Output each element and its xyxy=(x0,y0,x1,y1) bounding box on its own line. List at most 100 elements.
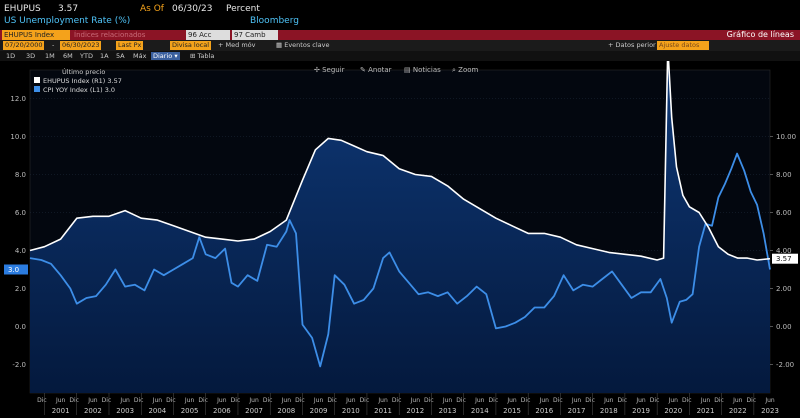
x-month-label: Dic xyxy=(553,397,563,404)
x-year-label: 2013 xyxy=(439,407,457,415)
x-month-label: Jun xyxy=(506,397,517,404)
news-button[interactable]: ▤ Noticias xyxy=(404,66,441,74)
x-year-label: 2012 xyxy=(406,407,424,415)
x-month-label: Jun xyxy=(281,397,292,404)
right-value-badge: 3.57 xyxy=(772,253,798,264)
x-year-label: 2014 xyxy=(471,407,489,415)
security-field[interactable]: EHUPUS Index xyxy=(2,30,70,40)
x-year-label: 2018 xyxy=(600,407,618,415)
x-month-label: Jun xyxy=(184,397,195,404)
annotate-button[interactable]: ✎ Anotar xyxy=(360,66,392,74)
ehupus-line xyxy=(29,61,771,261)
x-year-label: 2005 xyxy=(181,407,199,415)
legend-item-cpi[interactable]: CPI YOY Index (L1) 3.0 xyxy=(43,86,115,94)
x-year-label: 2009 xyxy=(310,407,328,415)
series-layer xyxy=(29,61,771,393)
currency-field[interactable]: Divisa local xyxy=(170,41,212,50)
x-year-label: 2017 xyxy=(568,407,586,415)
data-source: Bloomberg xyxy=(250,16,299,26)
x-year-label: 2021 xyxy=(697,407,715,415)
period-ytd[interactable]: YTD xyxy=(80,52,93,60)
x-month-label: Dic xyxy=(231,397,241,404)
key-events-toggle[interactable]: ▦ Eventos clave xyxy=(276,41,330,49)
x-year-label: 2011 xyxy=(374,407,392,415)
table-icon: ⊞ xyxy=(190,52,198,60)
period-1d[interactable]: 1D xyxy=(6,52,16,60)
right-tick-label: 2.00 xyxy=(776,285,792,293)
x-year-label: 2001 xyxy=(52,407,70,415)
x-month-label: Dic xyxy=(714,397,724,404)
left-tick-label: 4.0 xyxy=(15,247,26,255)
x-month-label: Jun xyxy=(668,397,679,404)
left-tick-label: 8.0 xyxy=(15,171,26,179)
svg-text:3.57: 3.57 xyxy=(776,255,792,263)
legend-item-ehupus[interactable]: EHUPUS Index (R1) 3.57 xyxy=(43,77,122,85)
left-tick-label: 6.0 xyxy=(15,209,26,217)
x-month-label: Dic xyxy=(682,397,692,404)
x-month-label: Jun xyxy=(345,397,356,404)
period-1a[interactable]: 1A xyxy=(100,52,109,60)
period-6m[interactable]: 6M xyxy=(63,52,73,60)
right-tick-label: -2.00 xyxy=(776,361,794,369)
period-5a[interactable]: 5A xyxy=(116,52,125,60)
x-month-label: Dic xyxy=(747,397,757,404)
x-month-label: Jun xyxy=(539,397,550,404)
legend-swatch-cpi xyxy=(34,86,40,92)
x-month-label: Dic xyxy=(618,397,628,404)
x-month-label: Jun xyxy=(700,397,711,404)
x-month-label: Dic xyxy=(134,397,144,404)
x-month-label: Dic xyxy=(263,397,273,404)
zoom-button[interactable]: ⌕ Zoom xyxy=(452,66,479,74)
x-year-label: 2010 xyxy=(342,407,360,415)
x-year-label: 2004 xyxy=(148,407,166,415)
x-year-label: 2007 xyxy=(245,407,263,415)
data-period-label[interactable]: + Datos perior xyxy=(608,41,656,49)
left-tick-label: -2.0 xyxy=(12,361,26,369)
chevron-down-icon: ▾ xyxy=(174,52,178,60)
data-adjust-field[interactable]: Ajuste datos xyxy=(657,41,709,50)
left-value-badge: 3.0 xyxy=(4,264,28,275)
legend-title: Último precio xyxy=(62,67,105,76)
x-year-label: 2008 xyxy=(277,407,295,415)
x-month-label: Dic xyxy=(166,397,176,404)
x-month-label: Jun xyxy=(474,397,485,404)
ticker-label: EHUPUS xyxy=(4,4,41,14)
follow-button[interactable]: ✢ Seguir xyxy=(314,66,345,74)
moving-average-toggle[interactable]: + Med móv xyxy=(218,41,256,49)
command-bar: EHUPUS Index Índices relacionados 96 Acc… xyxy=(0,30,800,40)
x-month-label: Dic xyxy=(456,397,466,404)
asof-date[interactable]: 06/30/23 xyxy=(172,4,213,14)
x-year-label: 2002 xyxy=(84,407,102,415)
period-3d[interactable]: 3D xyxy=(26,52,36,60)
change-button[interactable]: 97 Camb xyxy=(232,30,278,40)
x-year-label: 2019 xyxy=(632,407,650,415)
x-year-label: 2022 xyxy=(729,407,747,415)
right-tick-label: 8.00 xyxy=(776,171,792,179)
price-field[interactable]: Last Px xyxy=(116,41,144,50)
last-price: 3.57 xyxy=(58,4,79,14)
x-month-label: Jun xyxy=(410,397,421,404)
date-separator: - xyxy=(52,41,55,49)
period-1m[interactable]: 1M xyxy=(45,52,55,60)
x-month-label: Jun xyxy=(55,397,66,404)
plus-icon: + xyxy=(608,41,616,49)
price-chart[interactable]: 12.0 10.0 8.0 6.0 4.0 2.0 0.0 -2.0 10.00 8.00 6.0… xyxy=(0,61,800,418)
legend: Último precio EHUPUS Index (R1) 3.57 CPI… xyxy=(34,67,122,94)
related-indices-field[interactable]: Índices relacionados xyxy=(74,31,146,39)
x-month-label: Dic xyxy=(295,397,305,404)
events-icon: ▦ xyxy=(276,41,285,49)
x-year-label: 2015 xyxy=(503,407,521,415)
x-month-label: Jun xyxy=(732,397,743,404)
x-year-label: 2023 xyxy=(761,407,779,415)
frequency-dropdown[interactable]: Diario ▾ xyxy=(151,52,180,60)
table-view-button[interactable]: ⊞ Tabla xyxy=(190,52,215,60)
x-month-label: Jun xyxy=(248,397,259,404)
x-month-label: Jun xyxy=(603,397,614,404)
actions-button[interactable]: 96 Acc xyxy=(186,30,230,40)
x-month-label: Jun xyxy=(571,397,582,404)
start-date-field[interactable]: 07/20/2000 xyxy=(3,41,45,50)
end-date-field[interactable]: 06/30/2023 xyxy=(60,41,102,50)
x-year-label: 2006 xyxy=(213,407,231,415)
period-max[interactable]: Máx xyxy=(133,52,147,60)
